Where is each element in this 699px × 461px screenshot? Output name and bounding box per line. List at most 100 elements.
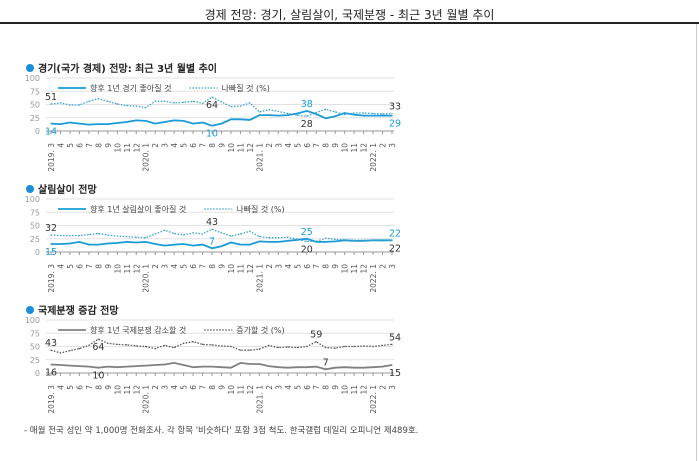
- data-point: [69, 242, 71, 245]
- data-point: [97, 243, 99, 246]
- x-tick-label: 6: [303, 385, 312, 390]
- y-tick-label: 50: [30, 101, 40, 110]
- data-point: [164, 245, 166, 247]
- x-tick-label: 7: [85, 264, 94, 269]
- data-point: [344, 366, 346, 368]
- x-tick-label: 5: [66, 385, 75, 390]
- data-point: [173, 362, 175, 364]
- data-point: [211, 366, 213, 368]
- data-point: [97, 123, 99, 125]
- data-label: 16: [45, 368, 57, 379]
- data-point: [306, 238, 308, 240]
- x-tick-label: 8: [208, 264, 217, 269]
- x-tick-label: 6: [75, 143, 84, 148]
- data-point: [353, 239, 355, 241]
- data-point: [69, 121, 71, 124]
- data-point: [277, 366, 279, 368]
- data-point: [325, 108, 327, 110]
- x-tick-label: 8: [208, 385, 217, 390]
- data-point: [59, 243, 62, 245]
- x-tick-label: 9: [104, 264, 113, 269]
- economy-outlook-panel: 경기(국가 경제) 전망: 최근 3년 월별 추이 0 25 50 75 100 2019…: [0, 60, 699, 180]
- data-label: 25: [301, 227, 313, 238]
- x-tick-label: 10: [341, 264, 350, 274]
- x-tick-label: 2021. 1: [255, 264, 264, 293]
- data-point: [391, 343, 393, 345]
- data-point: [362, 115, 365, 117]
- footnote: - 매월 전국 성인 약 1,000명 전화조사. 각 항목 '비슷하다' 포함…: [24, 426, 419, 436]
- x-tick-label: 4: [56, 143, 65, 148]
- data-point: [315, 366, 317, 368]
- data-point: [239, 233, 242, 235]
- data-point: [230, 235, 232, 237]
- data-point: [116, 242, 118, 244]
- x-tick-label: 4: [56, 264, 65, 269]
- x-tick-label: 11: [123, 385, 132, 395]
- series-line-primary: [50, 361, 393, 371]
- data-point: [287, 240, 289, 242]
- data-point: [154, 122, 156, 125]
- y-tick-label: 75: [30, 208, 40, 217]
- x-tick-label: 10: [227, 264, 236, 274]
- data-point: [154, 233, 156, 235]
- data-point: [135, 345, 137, 347]
- bullet-icon: [26, 64, 34, 72]
- data-point: [334, 240, 336, 242]
- data-point: [287, 367, 289, 369]
- data-point: [154, 243, 156, 245]
- x-tick-label: 6: [303, 143, 312, 148]
- data-point: [277, 110, 279, 112]
- data-point: [183, 234, 185, 236]
- data-label: 32: [45, 223, 57, 234]
- x-tick-label: 12: [360, 264, 369, 274]
- data-point: [334, 115, 336, 117]
- x-tick-label: 9: [331, 143, 340, 148]
- y-tick-label: 75: [30, 87, 40, 96]
- x-tick-label: 9: [331, 264, 340, 269]
- data-point: [249, 102, 251, 104]
- data-point: [126, 121, 128, 123]
- data-label: 22: [389, 228, 401, 239]
- x-tick-label: 5: [180, 385, 189, 390]
- y-tick-label: 100: [25, 195, 40, 204]
- x-tick-label: 11: [123, 143, 132, 153]
- x-tick-label: 10: [113, 385, 122, 395]
- x-tick-label: 4: [284, 385, 293, 390]
- data-point: [372, 345, 374, 348]
- data-point: [164, 100, 166, 102]
- data-point: [126, 344, 128, 346]
- legend-label: 나빠질 것 (%): [222, 83, 270, 93]
- x-tick-label: 3: [161, 143, 170, 148]
- data-point: [220, 232, 223, 234]
- y-tick-label: 25: [30, 356, 40, 365]
- data-point: [126, 241, 128, 243]
- x-tick-label: 12: [132, 385, 141, 395]
- y-tick-label: 75: [30, 329, 40, 338]
- data-point: [78, 241, 81, 243]
- data-point: [183, 101, 185, 103]
- data-label: 54: [389, 332, 401, 343]
- x-tick-label: 12: [246, 143, 255, 153]
- data-point: [173, 102, 175, 104]
- data-point: [126, 104, 128, 107]
- x-tick-label: 2020. 1: [142, 143, 151, 172]
- data-point: [268, 241, 270, 243]
- x-tick-label: 2: [151, 143, 160, 148]
- x-tick-label: 4: [170, 143, 179, 148]
- data-point: [325, 241, 327, 243]
- x-tick-label: 11: [350, 143, 359, 153]
- x-tick-label: 2020. 1: [142, 385, 151, 414]
- x-tick-label: 12: [360, 385, 369, 395]
- data-label: 59: [310, 330, 322, 341]
- right-border: [696, 24, 697, 461]
- data-point: [315, 240, 317, 242]
- x-tick-label: 10: [341, 385, 350, 395]
- data-point: [230, 118, 232, 120]
- data-point: [173, 119, 175, 121]
- panel-heading: 국제분쟁 증감 전망: [26, 302, 119, 317]
- data-point: [258, 111, 260, 113]
- y-tick-label: 0: [35, 248, 40, 257]
- data-point: [116, 103, 118, 105]
